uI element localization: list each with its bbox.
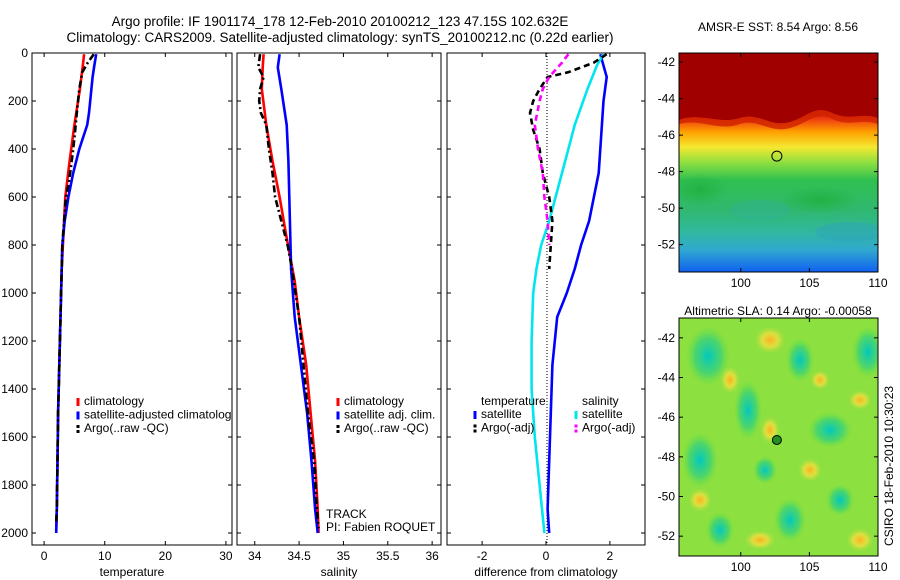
temperature-panel: 0 10 20 30 temperature 0 200 400 600 800 1000 1200 1…	[1, 46, 233, 579]
difference-axes-box	[446, 52, 646, 546]
temperature-xlabel: temperature	[100, 565, 165, 579]
sst_map-xtick-label: 110	[868, 276, 887, 290]
sla-map-panel: Altimetric SLA: 0.14 Argo: -0.00058	[658, 304, 888, 574]
difference-series-salinity-satellite	[530, 53, 605, 534]
salinity-xlabel: salinity	[321, 565, 358, 579]
sst_map-ytick-label: -46	[658, 128, 676, 142]
sla_map-xtick-label: 100	[731, 560, 751, 574]
sst-map-panel: AMSR-E SST: 8.54 Argo: 8.56 100 105 110 -42…	[658, 20, 888, 290]
salinity-xtick-label: 34	[248, 549, 262, 563]
temperature-legend-entry: climatology	[84, 394, 144, 408]
difference-xlabel: difference from climatology	[474, 565, 617, 579]
sla-argo-location-marker	[771, 434, 782, 445]
difference-legend-entry: satellite	[481, 407, 522, 421]
salinity-panel: 34 34.5 35 35.5 36 salinity climatologysatell…	[236, 52, 442, 579]
temperature-axes-box	[31, 52, 233, 546]
temperature-xtick-label: 30	[219, 549, 233, 563]
sla_map-xtick-label: 105	[799, 560, 819, 574]
sst-heatmap	[679, 53, 878, 272]
difference-legend-salinity-title: salinity	[582, 394, 619, 408]
salinity-series-satellite-adj-clim-	[276, 54, 319, 534]
difference-legend-entry: Argo(-adj)	[481, 421, 534, 435]
salinity-series-climatology	[260, 54, 320, 534]
track-label: TRACK	[326, 507, 367, 521]
sst-axes-box	[678, 52, 879, 273]
temperature-legend-entry: satellite-adjusted climatolog	[84, 408, 231, 422]
temperature-xtick-label: 0	[41, 549, 48, 563]
difference-legend-entry: Argo(-adj)	[582, 421, 635, 435]
temperature-ytick-label: 1000	[1, 286, 28, 300]
sla_map-ytick-label: -48	[658, 450, 676, 464]
sst_map-xtick-label: 100	[731, 276, 751, 290]
salinity-legend-entry: climatology	[344, 394, 404, 408]
temperature-ytick-label: 1200	[1, 334, 28, 348]
sla_map-ytick-label: -46	[658, 410, 676, 424]
sst_map-ytick-label: -44	[658, 92, 676, 106]
temperature-ytick-label: 800	[8, 238, 28, 252]
sst-argo-location-marker	[771, 150, 783, 162]
figure-title-line1: Argo profile: IF 1901174_178 12-Feb-2010…	[111, 14, 569, 29]
salinity-legend-entry: Argo(..raw -QC)	[344, 421, 429, 435]
difference-legend-entry: satellite	[582, 407, 623, 421]
salinity-axes-box	[236, 52, 442, 546]
salinity-legend-entry: satellite adj. clim.	[344, 408, 435, 422]
temperature-ytick-label: 400	[8, 142, 28, 156]
sst_map-ytick-label: -42	[658, 55, 676, 69]
difference-xtick-label: -2	[477, 549, 488, 563]
sst_map-ytick-label: -52	[658, 238, 676, 252]
difference-series-salinity-argo-adj-	[533, 53, 570, 246]
sst_map-ytick-label: -50	[658, 201, 676, 215]
salinity-xtick-label: 35	[337, 549, 351, 563]
sla_map-ytick-label: -50	[658, 490, 676, 504]
sla_map-ytick-label: -42	[658, 331, 676, 345]
sla_map-ytick-label: -44	[658, 371, 676, 385]
figure-title-line2: Climatology: CARS2009. Satellite-adjuste…	[66, 30, 614, 45]
sst-map-title: AMSR-E SST: 8.54 Argo: 8.56	[698, 20, 858, 34]
temperature-ytick-label: 200	[8, 94, 28, 108]
difference-xtick-label: 0	[543, 549, 550, 563]
temperature-ytick-label: 2000	[1, 526, 28, 540]
sla-axes-box	[678, 317, 879, 557]
sla_map-xtick-label: 110	[868, 560, 887, 574]
difference-series-temperature-argo-adj-	[528, 53, 608, 270]
temperature-legend-entry: Argo(..raw -QC)	[84, 421, 169, 435]
temperature-ytick-label: 1400	[1, 382, 28, 396]
pi-label: PI: Fabien ROQUET	[326, 520, 436, 534]
temperature-ytick-label: 0	[21, 46, 28, 60]
temperature-xtick-label: 20	[159, 549, 173, 563]
salinity-xtick-label: 36	[425, 549, 439, 563]
sla-heatmap	[679, 318, 878, 556]
temperature-series-argo-raw-qc-	[54, 53, 95, 524]
sst_map-xtick-label: 105	[799, 276, 819, 290]
sst_map-ytick-label: -48	[658, 165, 676, 179]
temperature-ytick-label: 1600	[1, 430, 28, 444]
sla_map-ytick-label: -52	[658, 529, 676, 543]
temperature-xtick-label: 10	[98, 549, 112, 563]
sla-map-title: Altimetric SLA: 0.14 Argo: -0.00058	[684, 304, 872, 318]
difference-series-temperature-satellite	[546, 53, 608, 534]
difference-panel: -2 0 2 difference from climatology temperat…	[446, 52, 646, 579]
temperature-ytick-label: 600	[8, 190, 28, 204]
salinity-xtick-label: 35.5	[376, 549, 400, 563]
temperature-ytick-label: 1800	[1, 478, 28, 492]
difference-xtick-label: 2	[607, 549, 614, 563]
salinity-xtick-label: 34.5	[287, 549, 311, 563]
credit-label: CSIRO 18-Feb-2010 10:30:23	[882, 385, 896, 546]
difference-legend-temperature-title: temperature	[481, 394, 546, 408]
